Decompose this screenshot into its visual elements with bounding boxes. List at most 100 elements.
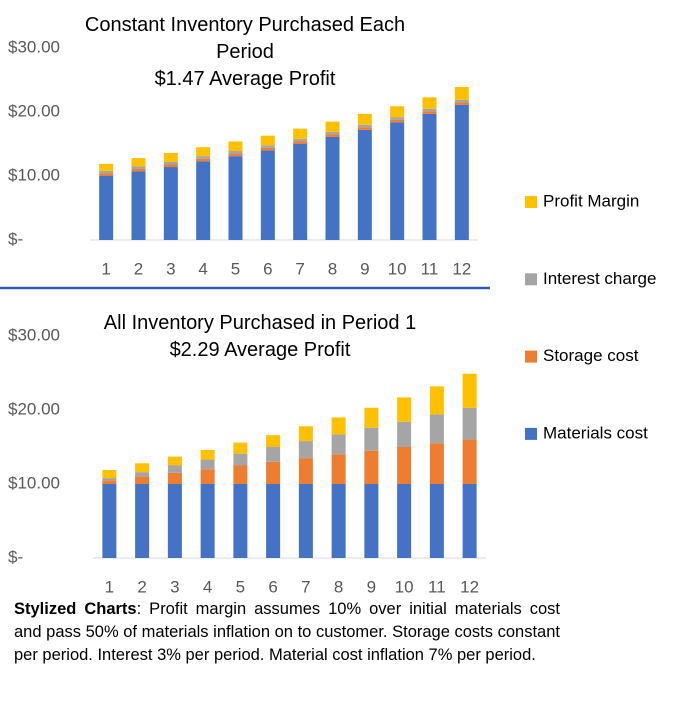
bar-segment [454, 102, 469, 105]
bar-segment [429, 386, 444, 415]
bar-segment [397, 421, 412, 447]
y-tick-label: $20.00 [8, 399, 60, 418]
legend-label: Storage cost [543, 346, 639, 365]
x-tick-label: 2 [137, 577, 146, 596]
bar-segment [131, 166, 146, 169]
bar-segment [325, 131, 340, 135]
bar-segment [266, 435, 281, 447]
x-tick-label: 9 [360, 259, 369, 278]
bar-segment [298, 484, 313, 558]
bar-segment [131, 158, 146, 167]
bar-segment [357, 124, 372, 128]
chart-title: All Inventory Purchased in Period 1 $2.2… [60, 310, 460, 364]
bar-segment [228, 153, 243, 157]
bar-segment [131, 168, 146, 172]
bar-segment [364, 407, 379, 428]
footnote-text: : Profit margin assumes 10% over initial… [14, 600, 560, 664]
x-tick-label: 5 [236, 577, 245, 596]
x-tick-label: 3 [166, 259, 175, 278]
y-tick-label: $- [8, 229, 23, 248]
bar-segment [102, 480, 117, 484]
x-tick-label: 11 [428, 577, 446, 596]
bar-segment [102, 484, 117, 558]
bar-segment [390, 117, 405, 120]
bar-segment [325, 134, 340, 137]
bar-segment [298, 426, 313, 442]
bar-segment [196, 158, 211, 162]
bar-segment [462, 407, 477, 440]
bar-segment [331, 454, 346, 484]
bar-segment [422, 97, 437, 109]
bar-segment [233, 442, 248, 454]
legend-swatch [525, 427, 537, 440]
bar-segment [429, 414, 444, 444]
x-tick-label: 3 [170, 577, 179, 596]
bar-segment [357, 127, 372, 130]
bar-segment [298, 458, 313, 484]
bar-segment [200, 449, 215, 460]
bar-segment [167, 465, 182, 473]
legend-swatch [525, 350, 537, 363]
bar-segment [135, 476, 150, 484]
subtitle: $2.29 Average Profit [169, 339, 351, 361]
footnote: Stylized Charts: Profit margin assumes 1… [14, 598, 560, 667]
bar-segment [99, 176, 114, 240]
bar-segment [422, 113, 437, 240]
y-tick-label: $10.00 [8, 165, 60, 184]
bar-segment [233, 465, 248, 484]
bar-segment [293, 138, 308, 142]
bar-segment [429, 484, 444, 558]
subtitle: $1.47 Average Profit [154, 68, 336, 90]
bar-segment [99, 170, 114, 174]
bar-segment [196, 147, 211, 157]
bar-segment [422, 108, 437, 112]
x-tick-label: 5 [231, 259, 240, 278]
bar-segment [200, 484, 215, 558]
x-tick-label: 8 [328, 259, 337, 278]
y-tick-label: $30.00 [8, 325, 60, 344]
legend-label: Profit Margin [543, 191, 639, 210]
y-tick-label: $- [8, 547, 23, 566]
x-tick-label: 12 [452, 259, 471, 278]
bar-segment [167, 484, 182, 558]
bar-segment [429, 443, 444, 484]
bar-segment [163, 161, 178, 165]
bar-segment [462, 484, 477, 558]
bar-segment [167, 472, 182, 484]
bar-segment [422, 111, 437, 114]
bar-segment [331, 434, 346, 455]
bar-segment [462, 373, 477, 408]
bar-segment [163, 152, 178, 162]
bar-segment [357, 113, 372, 125]
legend-label: Materials cost [543, 423, 648, 442]
bar-segment [135, 472, 150, 477]
bar-segment [325, 136, 340, 240]
bar-segment [364, 484, 379, 558]
bar-segment [293, 128, 308, 139]
bar-segment [397, 397, 412, 422]
bar-segment [233, 453, 248, 466]
bar-segment [102, 478, 117, 481]
bar-segment [200, 459, 215, 470]
bar-segment [364, 450, 379, 484]
legend-swatch [525, 273, 537, 286]
bar-segment [298, 441, 313, 459]
title: All Inventory Purchased in Period 1 [103, 312, 417, 334]
y-tick-label: $30.00 [8, 37, 60, 56]
bar-segment [397, 447, 412, 484]
x-tick-label: 12 [460, 577, 479, 596]
bar-segment [131, 171, 146, 240]
y-tick-label: $10.00 [8, 473, 60, 492]
bar-segment [293, 144, 308, 240]
bar-segment [462, 439, 477, 484]
bar-segment [260, 135, 275, 146]
x-tick-label: 1 [101, 259, 110, 278]
x-tick-label: 4 [198, 259, 207, 278]
bar-segment [233, 484, 248, 558]
y-tick-label: $20.00 [8, 101, 60, 120]
bar-segment [260, 150, 275, 240]
bar-segment [266, 447, 281, 462]
bar-segment [99, 173, 114, 176]
bar-segment [228, 151, 243, 154]
